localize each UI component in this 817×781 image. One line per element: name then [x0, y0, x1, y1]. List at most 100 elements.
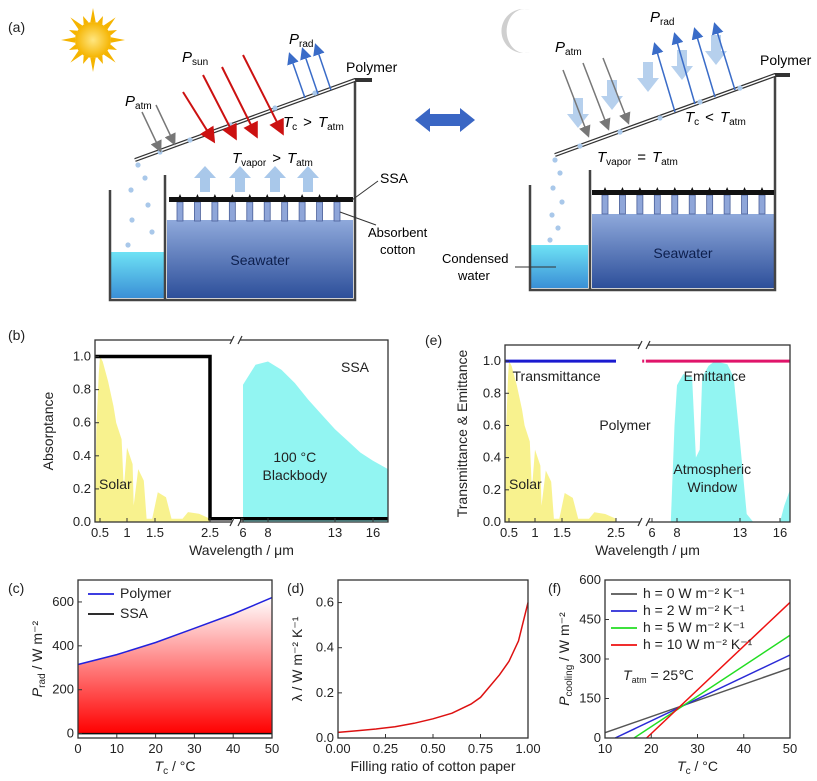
y-tick-label: 0.0 — [73, 514, 91, 529]
axis-break-mark — [229, 517, 243, 527]
ssa-label: SSA — [380, 170, 409, 186]
x-tick-label: 16 — [773, 525, 787, 540]
sun-ray — [103, 50, 116, 63]
water-droplets-night — [547, 85, 743, 243]
tatm-annotation: Tatm = 25℃ — [623, 667, 694, 685]
series-label-line-1: Atmospheric — [673, 461, 751, 477]
sun-ray — [70, 50, 83, 63]
y-tick-label: 300 — [579, 651, 601, 666]
cotton-pillar — [653, 194, 661, 215]
x-label-symbol: T — [677, 758, 687, 774]
series-h-2-w-m-k — [614, 654, 791, 739]
x-axis-label: Tc / °C — [155, 758, 196, 777]
y-tick-label: 0.2 — [73, 481, 91, 496]
polymer-label: Polymer — [346, 59, 398, 75]
panel-label-d: (d) — [287, 580, 304, 596]
panel-d-chart: (d) 0.00 0.25 0.50 0.75 1.00 0.0 0.2 0.4 0.6 Fill… — [287, 579, 541, 774]
cotton-pillar — [706, 194, 714, 215]
droplet — [552, 157, 558, 163]
sun-ray — [83, 55, 89, 65]
tvapor-gt-tatm: Tvapor > Tatm — [232, 150, 313, 169]
x-tick-label: 10 — [110, 741, 124, 756]
tvapor-eq-tatm: Tvapor = Tatm — [597, 149, 678, 168]
sun-ray — [83, 15, 89, 25]
x-tick-label: 20 — [148, 741, 162, 756]
cotton-pillar — [601, 194, 609, 215]
cotton-pillar — [741, 194, 748, 215]
p-atm-label: Patm — [125, 93, 152, 112]
y-label-sub: rad — [37, 673, 48, 687]
tank-walls-day — [108, 82, 357, 302]
droplet — [272, 105, 278, 111]
y-tick-label: 0 — [67, 726, 74, 741]
droplet — [128, 187, 134, 193]
series-h-10-w-m-k — [646, 601, 791, 739]
series-h-5-w-m-k — [633, 634, 791, 739]
in-plot-title: Polymer — [599, 417, 651, 433]
rad-rays — [287, 43, 332, 99]
sun-ray — [103, 17, 116, 30]
series-atmospheric-window — [670, 361, 790, 522]
y-tick-label: 600 — [579, 572, 601, 587]
y-axis-label: Pcooling / W m⁻² — [556, 612, 575, 706]
sun-ray — [110, 37, 125, 43]
series-polymer — [77, 596, 273, 666]
p-rad-label-night: Prad — [650, 9, 674, 28]
droplet — [549, 212, 555, 218]
y-tick-label: 0 — [594, 730, 601, 745]
y-tick-label: 0.6 — [483, 417, 501, 432]
x-tick-label: 0.5 — [91, 525, 109, 540]
droplet — [559, 199, 565, 205]
x-tick-label: 0.75 — [468, 741, 493, 756]
cotton-pillar — [298, 201, 306, 222]
x-tick-label: 30 — [690, 741, 704, 756]
cold-arrow — [601, 80, 623, 110]
atm-rays — [141, 104, 176, 153]
cotton-leader-line — [339, 211, 377, 226]
ssa-layer-night — [592, 190, 774, 195]
p-rad-label: Prad — [289, 31, 313, 50]
cotton-pillar — [333, 201, 341, 222]
cold-air-arrows — [567, 35, 727, 128]
vapor-arrow — [194, 166, 216, 192]
y-tick-label: 1.0 — [73, 349, 91, 364]
series-ssa — [95, 354, 388, 521]
droplet — [135, 162, 141, 168]
droplet — [617, 129, 623, 135]
axes-frame — [337, 579, 529, 739]
series-label-line-2: Window — [687, 479, 738, 495]
y-tick-label: 150 — [579, 691, 601, 706]
y-tick-label: 450 — [579, 612, 601, 627]
sun-ray — [97, 15, 103, 25]
vapor-arrow — [264, 166, 286, 192]
cotton-pillar — [316, 201, 323, 222]
y-tick-label: 0.4 — [483, 450, 501, 465]
emittance-label: Emittance — [684, 368, 746, 384]
y-tick-label: 0.6 — [316, 595, 334, 610]
legend-label: h = 10 W m⁻² K⁻¹ — [643, 636, 753, 652]
sun-ray — [108, 30, 118, 36]
x-tick-label: 0.5 — [500, 525, 518, 540]
x-axis-label: Filling ratio of cotton paper — [351, 758, 516, 774]
sun-ray — [97, 55, 103, 65]
vapor-arrow — [297, 166, 319, 192]
droplet — [142, 175, 148, 181]
y-axis-label: Transmittance & Emittance — [454, 350, 470, 518]
area-fill-polymer — [78, 597, 272, 734]
annotation-rest: = 25℃ — [647, 667, 694, 683]
p-sun-label: Psun — [182, 49, 208, 68]
x-label-sub: c — [686, 766, 691, 777]
panel-label-f: (f) — [548, 580, 561, 596]
cotton-pillar — [671, 194, 679, 215]
condensed-label-2: water — [457, 268, 490, 283]
panel-label-b: (b) — [8, 327, 25, 343]
day-device: Psun Patm Prad Polymer Tc > Tatm Tvapor > Ta… — [108, 31, 428, 302]
x-axis-label: Tc / °C — [677, 758, 718, 777]
ssa-layer — [169, 197, 353, 202]
sun-ray — [68, 44, 78, 50]
x-tick-label: 8 — [673, 525, 680, 540]
y-tick-label: 0.2 — [483, 482, 501, 497]
annotation-symbol: T — [623, 667, 633, 683]
cold-arrow — [671, 50, 693, 80]
cold-arrow — [705, 35, 727, 65]
